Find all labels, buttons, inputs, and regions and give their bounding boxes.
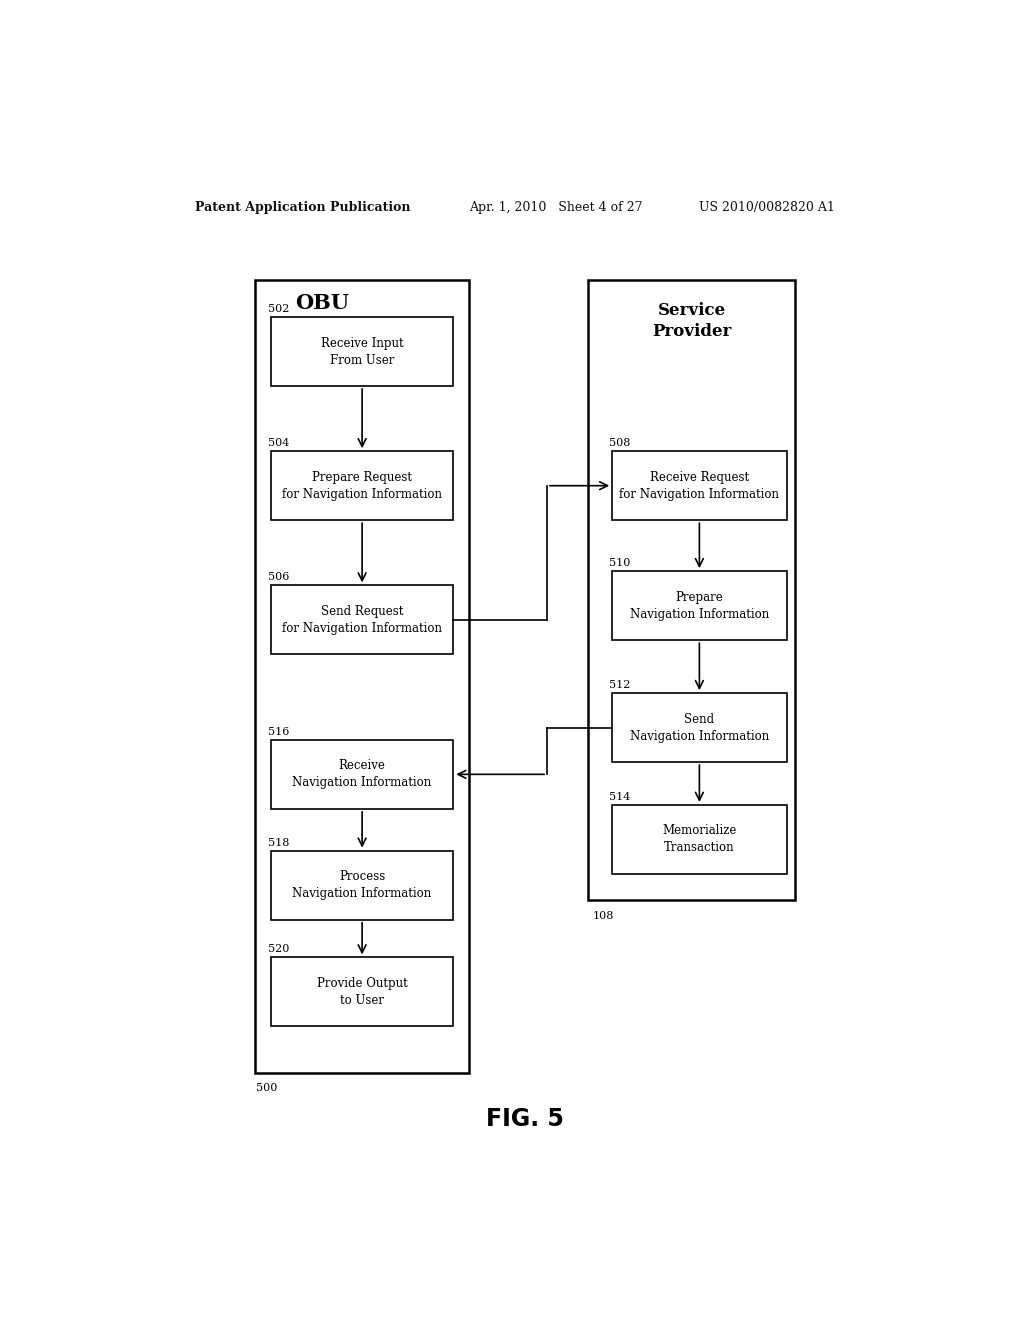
Bar — [612, 805, 786, 874]
Text: Service
Provider: Service Provider — [651, 302, 731, 341]
Text: Prepare Request
for Navigation Information: Prepare Request for Navigation Informati… — [282, 471, 442, 500]
Text: 502: 502 — [267, 304, 289, 314]
Text: 512: 512 — [609, 680, 631, 690]
Text: FIG. 5: FIG. 5 — [485, 1107, 564, 1131]
Text: Receive Request
for Navigation Information: Receive Request for Navigation Informati… — [620, 471, 779, 500]
Text: 514: 514 — [609, 792, 631, 801]
Bar — [270, 451, 454, 520]
Bar — [612, 451, 786, 520]
Bar — [588, 280, 795, 900]
Bar — [270, 585, 454, 655]
Text: 500: 500 — [256, 1084, 278, 1093]
Text: 510: 510 — [609, 558, 631, 568]
Text: 504: 504 — [267, 438, 289, 447]
Bar — [270, 957, 454, 1027]
Text: Memorialize
Transaction: Memorialize Transaction — [663, 825, 736, 854]
Text: Prepare
Navigation Information: Prepare Navigation Information — [630, 590, 769, 620]
Text: 516: 516 — [267, 727, 289, 737]
Text: OBU: OBU — [296, 293, 349, 313]
Text: Process
Navigation Information: Process Navigation Information — [293, 870, 432, 900]
Bar — [255, 280, 469, 1073]
Text: Send Request
for Navigation Information: Send Request for Navigation Information — [282, 605, 442, 635]
Bar — [270, 317, 454, 385]
Text: 506: 506 — [267, 573, 289, 582]
Bar — [270, 739, 454, 809]
Text: Provide Output
to User: Provide Output to User — [316, 977, 408, 1007]
Text: Receive Input
From User: Receive Input From User — [321, 337, 403, 367]
Text: Receive
Navigation Information: Receive Navigation Information — [293, 759, 432, 789]
Text: 518: 518 — [267, 837, 289, 847]
Text: 520: 520 — [267, 944, 289, 954]
Text: US 2010/0082820 A1: US 2010/0082820 A1 — [699, 201, 836, 214]
Text: Send
Navigation Information: Send Navigation Information — [630, 713, 769, 743]
Text: Apr. 1, 2010   Sheet 4 of 27: Apr. 1, 2010 Sheet 4 of 27 — [469, 201, 643, 214]
Text: 108: 108 — [592, 911, 613, 920]
Bar — [612, 572, 786, 640]
Text: Patent Application Publication: Patent Application Publication — [196, 201, 411, 214]
Bar — [612, 693, 786, 762]
Text: 508: 508 — [609, 438, 631, 447]
Bar — [270, 850, 454, 920]
